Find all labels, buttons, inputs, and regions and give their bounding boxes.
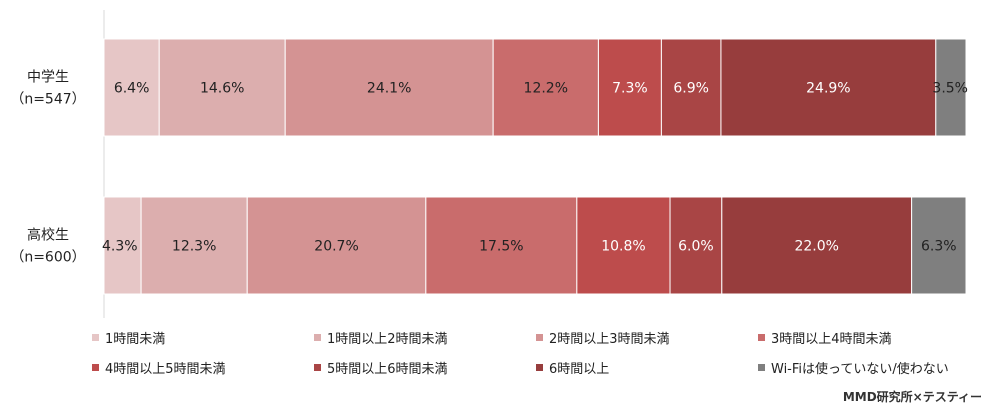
bar-segment [158,38,286,137]
category-label: 高校生 [27,227,69,244]
category-label: 中学生 [27,70,69,86]
legend-item: 5時間以上6時間未満 [314,358,448,377]
legend-swatch [536,364,543,371]
data-label: 22.0% [794,239,838,255]
bar-segment [576,196,671,295]
bar-segment [935,38,967,137]
legend-item: 3時間以上4時間未満 [758,328,892,347]
bar-segment [140,196,248,295]
legend-label: 6時間以上 [549,362,610,377]
data-label: 12.2% [524,81,568,97]
legend-label: 2時間以上3時間未満 [549,332,670,347]
legend-item: 6時間以上 [536,358,609,377]
legend-item: 2時間以上3時間未満 [536,328,670,347]
data-label: 24.1% [367,81,411,97]
bar-segment [103,196,142,295]
data-label: 6.9% [673,81,709,97]
data-label: 24.9% [806,81,850,97]
bar-segment [246,196,427,295]
data-label: 3.5% [932,81,968,97]
category-sample-size: （n=547） [10,92,85,108]
data-label: 4.3% [102,239,138,255]
data-label: 17.5% [479,239,523,255]
data-label: 7.3% [612,81,648,97]
data-label: 6.0% [678,239,714,255]
bar-segment [425,196,578,295]
legend-label: 4時間以上5時間未満 [105,362,226,377]
legend-item: 4時間以上5時間未満 [92,358,226,377]
legend-swatch [92,334,99,341]
data-label: 12.3% [172,239,216,255]
legend-item: Wi-Fiは使っていない/使わない [758,358,949,377]
category-sample-size: （n=600） [10,250,85,266]
bar-segment [660,38,722,137]
bar-segment [721,196,913,295]
data-label: 20.7% [314,239,358,255]
legend-swatch [536,334,543,341]
legend-swatch [314,364,321,371]
bar-segment [284,38,494,137]
legend-label: 1時間未満 [105,332,166,347]
source-credit: MMD研究所×テスティー [842,390,982,404]
legend-label: 1時間以上2時間未満 [327,332,448,347]
legend-item: 1時間未満 [92,328,165,347]
bar-segment [669,196,723,295]
legend-item: 1時間以上2時間未満 [314,328,448,347]
legend-swatch [758,364,765,371]
legend-label: Wi-Fiは使っていない/使わない [771,362,949,377]
data-label: 6.3% [921,239,957,255]
legend-swatch [314,334,321,341]
data-label: 14.6% [200,81,244,97]
data-label: 6.4% [114,81,150,97]
bar-segment [911,196,967,295]
legend-swatch [758,334,765,341]
legend-label: 3時間以上4時間未満 [771,332,892,347]
legend-label: 5時間以上6時間未満 [327,362,448,377]
stacked-bar-chart: 中学生 （n=547） 6.4% 14.6% 24.1% 12.2% 7.3% 6.9% 24.… [10,10,968,318]
legend-swatch [92,364,99,371]
data-label: 10.8% [601,239,645,255]
legend: 1時間未満 1時間以上2時間未満 2時間以上3時間未満 3時間以上4時間未満 4時間以上… [92,328,992,388]
